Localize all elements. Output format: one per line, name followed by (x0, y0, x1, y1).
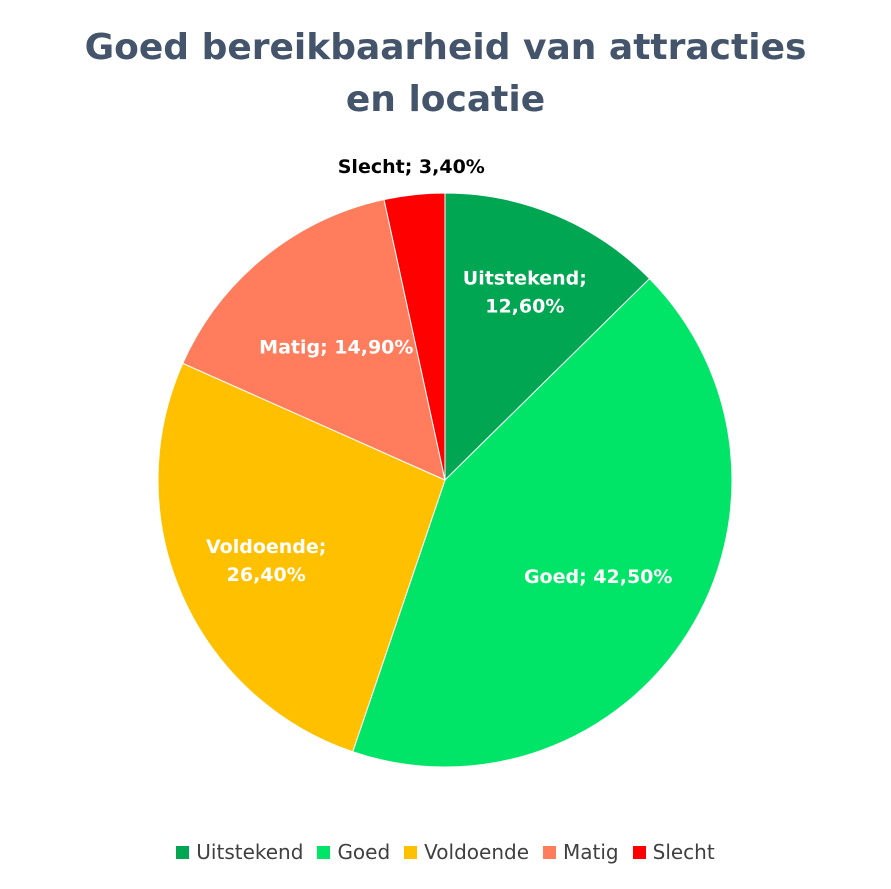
legend-swatch-uitstekend (176, 845, 190, 859)
data-label-uitstekend: Uitstekend; 12,60% (463, 267, 587, 317)
pie-slice-matig (182, 198, 446, 481)
legend-label-goed: Goed (337, 840, 391, 864)
pie-slice-goed (352, 277, 733, 768)
legend-label-uitstekend: Uitstekend (196, 840, 304, 864)
legend-item-uitstekend: Uitstekend (176, 840, 303, 864)
data-label-slecht: Slecht; 3,40% (338, 156, 485, 178)
legend: Uitstekend Goed Voldoende Matig Slecht (0, 840, 891, 864)
chart-title: Goed bereikbaarheid van attracties en lo… (0, 22, 891, 126)
legend-swatch-slecht (632, 845, 646, 859)
legend-item-matig: Matig (543, 840, 619, 864)
legend-item-goed: Goed (317, 840, 390, 864)
legend-item-voldoende: Voldoende (404, 840, 529, 864)
legend-swatch-goed (317, 845, 331, 859)
data-label-goed: Goed; 42,50% (524, 566, 672, 588)
pie-slice-voldoende (157, 362, 446, 753)
legend-swatch-voldoende (404, 845, 418, 859)
legend-label-voldoende: Voldoende (424, 840, 530, 864)
legend-item-slecht: Slecht (632, 840, 715, 864)
legend-label-matig: Matig (563, 840, 619, 864)
data-label-voldoende: Voldoende; 26,40% (206, 536, 326, 586)
chart-title-line-1: Goed bereikbaarheid van attracties (84, 27, 807, 68)
chart-title-line-2: en locatie (345, 79, 546, 120)
pie-slice-uitstekend (444, 192, 651, 482)
data-label-matig: Matig; 14,90% (259, 336, 413, 358)
legend-swatch-matig (543, 845, 557, 859)
pie-slice-slecht (383, 192, 446, 481)
legend-label-slecht: Slecht (652, 840, 715, 864)
